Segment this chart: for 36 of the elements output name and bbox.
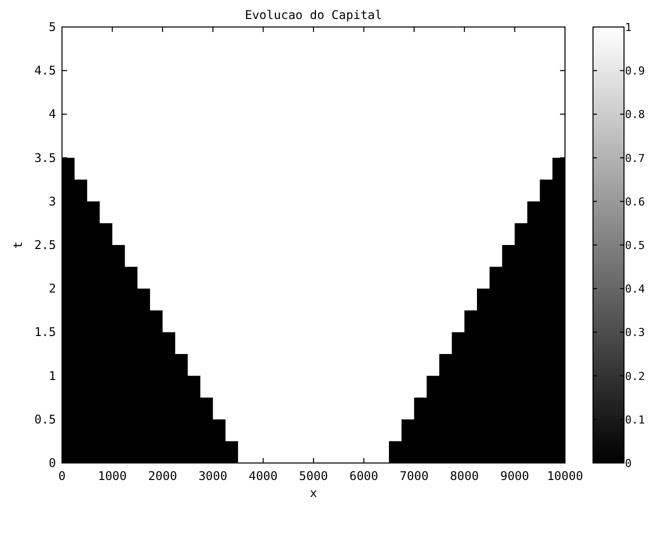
x-tick-label: 4000 — [248, 469, 278, 483]
x-tick-label: 0 — [58, 469, 66, 483]
chart-title: Evolucao do Capital — [244, 8, 382, 22]
y-tick-label: 4 — [48, 107, 56, 122]
y-tick-label: 4.5 — [34, 64, 56, 78]
x-tick-label: 8000 — [450, 469, 479, 483]
x-tick-label: 2000 — [148, 469, 178, 483]
y-tick-label: 2 — [48, 282, 56, 296]
x-tick-label: 5000 — [299, 469, 328, 483]
color-bar-label: 0.4 — [625, 282, 646, 296]
x-tick-label: 7000 — [400, 469, 429, 483]
y-tick-label: 2.5 — [34, 238, 56, 252]
color-bar-label: 0.5 — [625, 239, 645, 252]
y-tick-label: 1 — [48, 368, 56, 383]
y-tick-label: 3.5 — [34, 150, 56, 165]
color-bar-label: 1 — [625, 21, 632, 34]
y-tick-label: 3 — [48, 194, 56, 208]
y-tick-label: 5 — [48, 20, 56, 34]
color-bar-label: 0.3 — [625, 326, 645, 340]
x-tick-label: 6000 — [349, 469, 378, 483]
y-tick-label: 0 — [48, 456, 56, 470]
color-bar-label: 0 — [625, 457, 632, 470]
x-tick-label: 10000 — [546, 469, 584, 483]
x-tick-label: 1000 — [98, 469, 127, 483]
y-tick-label: 0.5 — [34, 412, 56, 426]
color-bar-label: 0.6 — [625, 195, 645, 208]
color-bar-label: 0.1 — [625, 413, 645, 426]
y-axis-title: t — [11, 241, 25, 249]
color-bar-label: 0.9 — [625, 64, 645, 78]
x-axis-title: x — [310, 486, 318, 500]
color-bar-label: 0.8 — [625, 108, 645, 122]
x-tick-label: 3000 — [198, 469, 228, 483]
color-bar-label: 0.2 — [625, 370, 645, 383]
x-tick-label: 9000 — [500, 469, 530, 483]
color-bar-label: 0.7 — [625, 152, 645, 165]
y-tick-label: 1.5 — [34, 325, 56, 340]
